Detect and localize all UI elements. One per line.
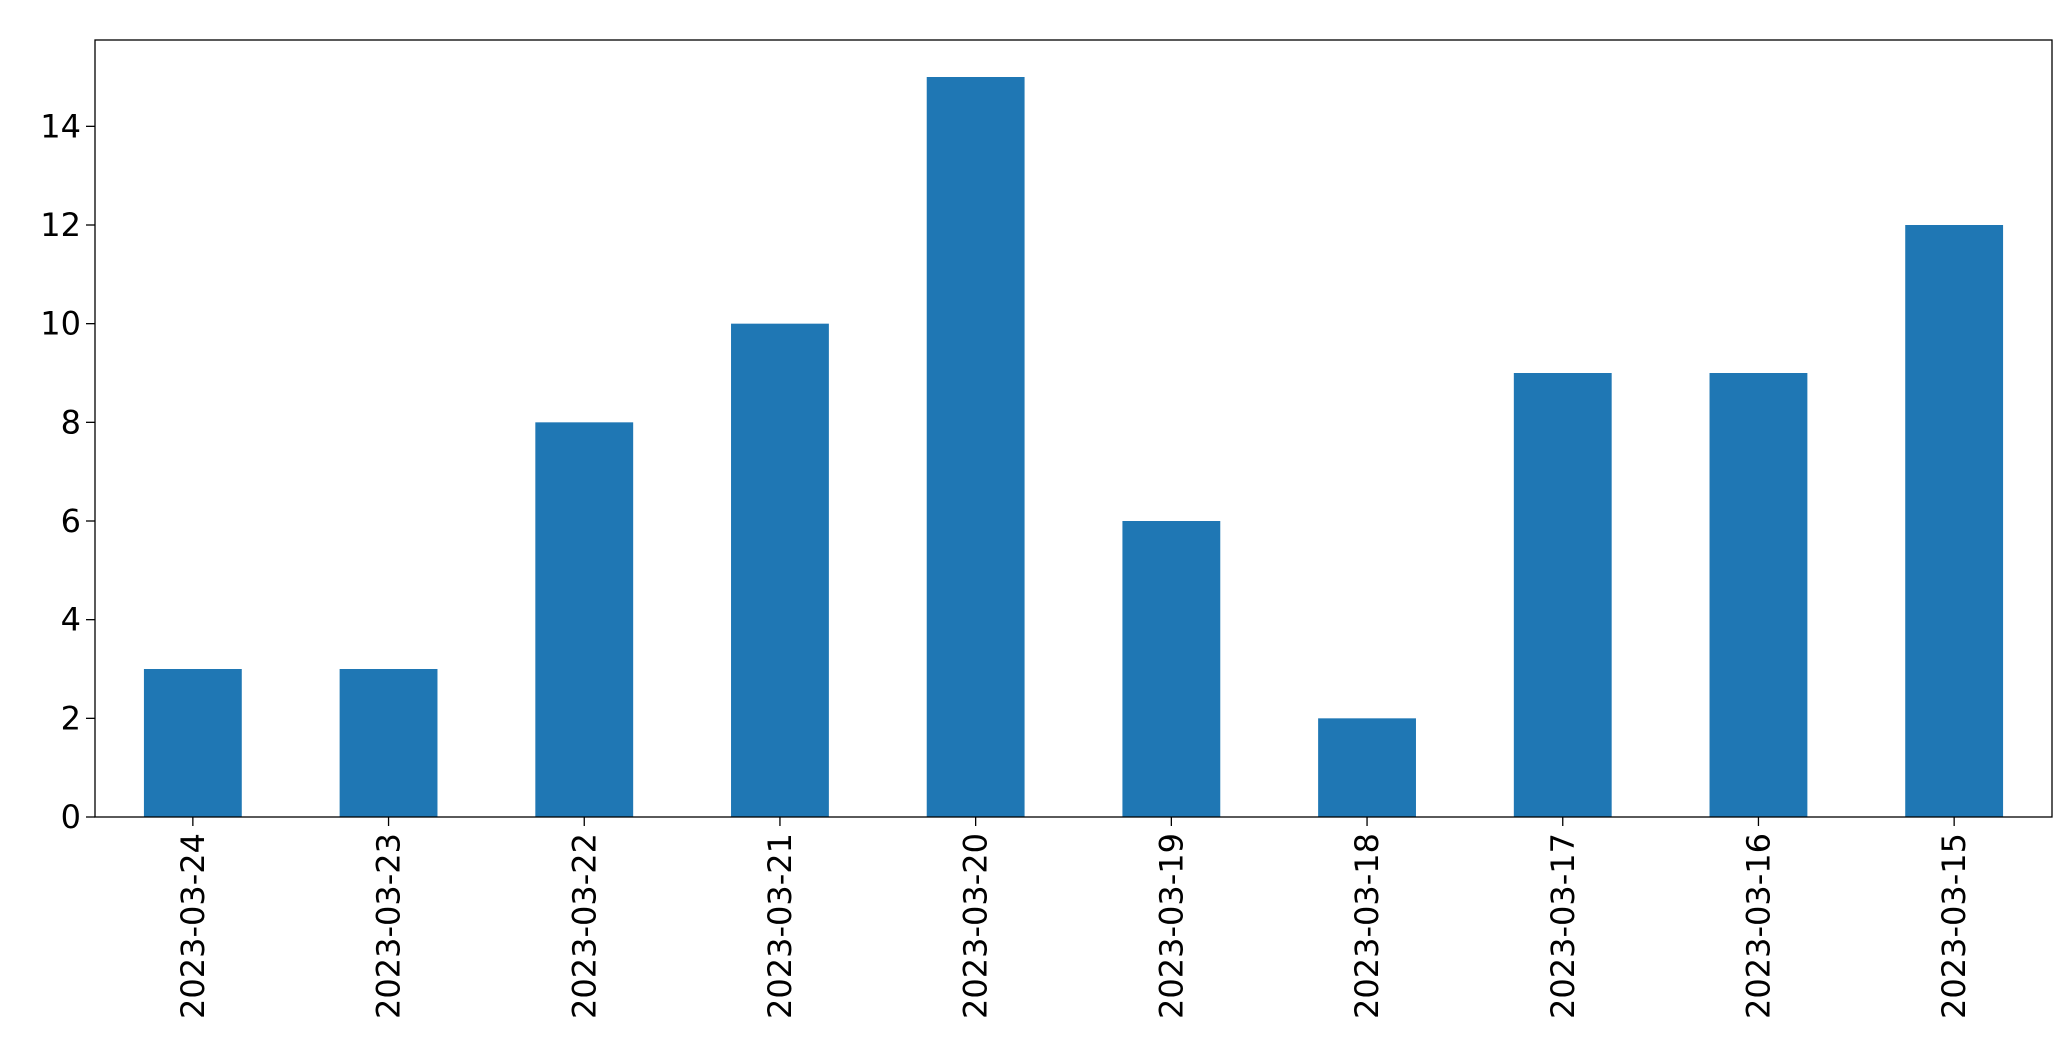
y-tick-label: 2 xyxy=(61,699,81,737)
x-tick-label: 2023-03-19 xyxy=(1152,833,1190,1019)
x-tick-label: 2023-03-24 xyxy=(174,833,212,1019)
x-tick-label: 2023-03-17 xyxy=(1544,833,1582,1019)
y-tick-label: 8 xyxy=(61,403,81,441)
y-tick-label: 0 xyxy=(61,798,81,836)
y-tick-label: 10 xyxy=(40,305,81,343)
bar xyxy=(1709,373,1808,817)
y-tick-label: 14 xyxy=(40,107,81,145)
x-tick-label: 2023-03-22 xyxy=(565,833,603,1019)
bar xyxy=(731,323,829,817)
x-tick-label: 2023-03-16 xyxy=(1739,833,1777,1019)
x-tick-label: 2023-03-18 xyxy=(1348,833,1386,1019)
bar xyxy=(339,669,438,817)
y-tick-label: 4 xyxy=(61,601,81,639)
bar xyxy=(143,669,242,817)
bar xyxy=(1513,373,1612,817)
bar xyxy=(1905,225,2004,817)
x-tick-label: 2023-03-23 xyxy=(370,833,408,1019)
y-tick-label: 6 xyxy=(61,502,81,540)
x-tick-label: 2023-03-20 xyxy=(957,833,995,1019)
bar xyxy=(926,77,1025,817)
y-tick-label: 12 xyxy=(40,206,81,244)
x-tick-label: 2023-03-21 xyxy=(761,833,799,1019)
bar xyxy=(535,422,634,817)
bar xyxy=(1122,521,1221,817)
x-tick-label: 2023-03-15 xyxy=(1935,833,1973,1019)
bar xyxy=(1318,718,1416,817)
plot-frame xyxy=(94,39,2053,818)
